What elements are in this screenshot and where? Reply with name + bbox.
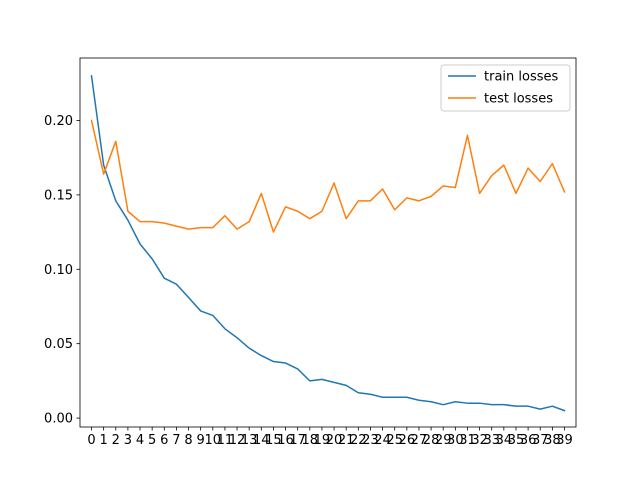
- series-line-train-losses: [90, 75, 566, 412]
- x-tick-label-37: 37: [532, 433, 549, 448]
- x-tick-label-0: 0: [87, 433, 95, 448]
- x-tick-label-5: 5: [148, 433, 156, 448]
- x-tick-label-31: 31: [459, 433, 476, 448]
- x-tick-label-21: 21: [338, 433, 355, 448]
- plot-frame: [79, 57, 577, 428]
- x-tick-label-19: 19: [314, 433, 331, 448]
- x-tick-label-36: 36: [520, 433, 537, 448]
- x-tick-label-3: 3: [124, 433, 132, 448]
- x-tick-label-1: 1: [100, 433, 108, 448]
- y-tick-label-1: 0.05: [44, 337, 73, 352]
- y-tick-label-3: 0.15: [44, 188, 73, 203]
- x-tick-label-12: 12: [229, 433, 246, 448]
- x-tick-label-9: 9: [197, 433, 205, 448]
- x-tick-label-15: 15: [265, 433, 282, 448]
- legend: train losses test losses: [440, 64, 571, 112]
- x-tick-label-2: 2: [112, 433, 120, 448]
- series-layer: [90, 75, 566, 412]
- x-tick-label-34: 34: [496, 433, 513, 448]
- x-tick-label-28: 28: [423, 433, 440, 448]
- legend-label-train-losses: train losses: [484, 70, 559, 85]
- x-tick-label-7: 7: [172, 433, 180, 448]
- y-tick-label-2: 0.10: [44, 263, 73, 278]
- x-tick-label-13: 13: [241, 433, 258, 448]
- x-axis: 0 1 2 3 4 5 6 7 8 9 101112131415161718192021222324…: [87, 427, 573, 448]
- x-tick-label-29: 29: [435, 433, 452, 448]
- x-tick-label-25: 25: [386, 433, 403, 448]
- x-tick-label-14: 14: [253, 433, 270, 448]
- x-tick-label-23: 23: [362, 433, 379, 448]
- x-tick-label-6: 6: [160, 433, 168, 448]
- y-axis: 0.00 0.05 0.10 0.15 0.20: [44, 114, 80, 427]
- x-tick-label-17: 17: [289, 433, 306, 448]
- x-tick-label-24: 24: [374, 433, 391, 448]
- legend-label-test-losses: test losses: [484, 92, 553, 107]
- x-tick-label-20: 20: [326, 433, 343, 448]
- y-tick-label-4: 0.20: [44, 114, 73, 129]
- x-tick-label-39: 39: [556, 433, 573, 448]
- x-tick-label-10: 10: [205, 433, 222, 448]
- x-tick-label-32: 32: [471, 433, 488, 448]
- x-tick-label-22: 22: [350, 433, 367, 448]
- x-tick-label-38: 38: [544, 433, 561, 448]
- x-tick-label-26: 26: [399, 433, 416, 448]
- x-tick-label-11: 11: [217, 433, 234, 448]
- x-tick-label-33: 33: [483, 433, 500, 448]
- y-tick-label-0: 0.00: [44, 412, 73, 427]
- x-tick-label-35: 35: [508, 433, 525, 448]
- x-tick-label-8: 8: [184, 433, 192, 448]
- x-tick-label-30: 30: [447, 433, 464, 448]
- series-line-test-losses: [90, 119, 566, 233]
- x-tick-label-18: 18: [302, 433, 319, 448]
- x-tick-label-4: 4: [136, 433, 144, 448]
- x-tick-label-27: 27: [411, 433, 428, 448]
- x-tick-label-16: 16: [277, 433, 294, 448]
